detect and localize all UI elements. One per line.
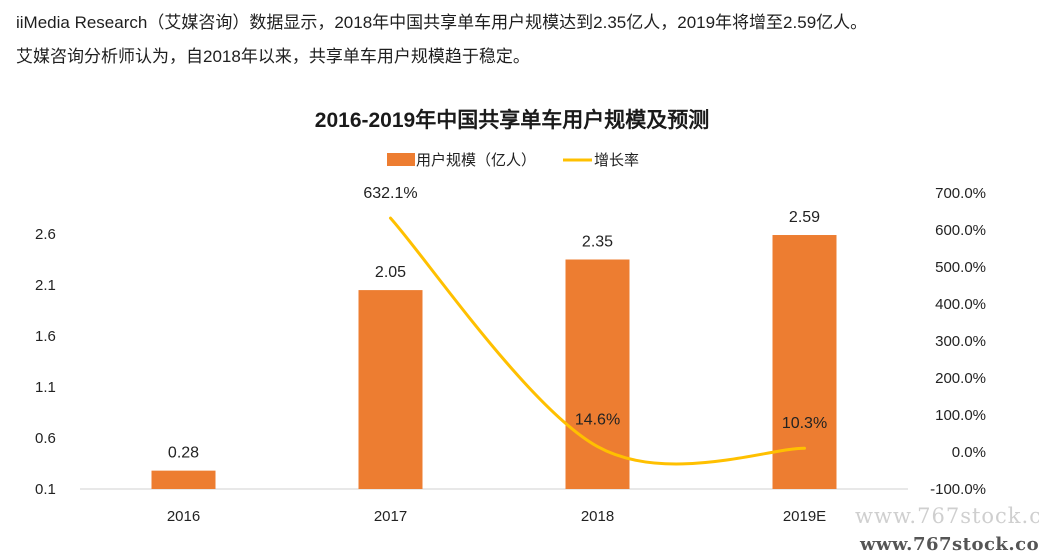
y-right-tick-label: 600.0% — [935, 222, 986, 239]
line-value-label: 14.6% — [575, 412, 620, 429]
legend-label-line: 增长率 — [594, 152, 639, 169]
x-tick-label: 2016 — [167, 508, 200, 525]
bar-value-label: 2.05 — [375, 264, 406, 281]
y-right-tick-label: 300.0% — [935, 333, 986, 350]
line-value-label: 10.3% — [782, 415, 827, 432]
y-right-tick-label: 400.0% — [935, 296, 986, 313]
bar-2018 — [565, 259, 630, 489]
y-right-tick-label: -100.0% — [930, 481, 986, 498]
bar-2019E — [772, 235, 837, 489]
y-left-tick-label: 0.1 — [35, 481, 56, 498]
article-line-1: iiMedia Research（艾媒咨询）数据显示，2018年中国共享单车用户… — [16, 13, 868, 32]
bar-2016 — [151, 470, 216, 489]
y-left-tick-label: 0.6 — [35, 430, 56, 447]
y-left-tick-label: 1.1 — [35, 379, 56, 396]
x-tick-label: 2019E — [783, 508, 826, 525]
bar-2017 — [358, 290, 423, 489]
watermark-line-2: www.767stock.com — [859, 534, 1039, 555]
y-right-tick-label: 700.0% — [935, 185, 986, 202]
growth-rate-line — [389, 216, 806, 466]
legend-label-bar: 用户规模（亿人） — [416, 152, 536, 169]
y-left-tick-label: 1.6 — [35, 328, 56, 345]
legend-swatch-bar — [387, 153, 415, 166]
y-left-tick-label: 2.1 — [35, 277, 56, 294]
x-tick-label: 2017 — [374, 508, 407, 525]
watermark-line-1: www.767stock.c — [855, 504, 1039, 528]
y-right-tick-label: 100.0% — [935, 407, 986, 424]
y-right-tick-label: 200.0% — [935, 370, 986, 387]
y-right-tick-label: 0.0% — [952, 444, 986, 461]
chart-title: 2016-2019年中国共享单车用户规模及预测 — [315, 108, 709, 132]
legend: 用户规模（亿人） 增长率 — [387, 152, 639, 169]
article-line-2: 艾媒咨询分析师认为，自2018年以来，共享单车用户规模趋于稳定。 — [16, 47, 530, 66]
bar-value-label: 2.35 — [582, 234, 613, 251]
bar-value-label: 2.59 — [789, 209, 820, 226]
y-right-tick-label: 500.0% — [935, 259, 986, 276]
line-value-label: 632.1% — [363, 185, 417, 202]
bar-value-label: 0.28 — [168, 445, 199, 462]
x-tick-label: 2018 — [581, 508, 614, 525]
y-left-tick-label: 2.6 — [35, 226, 56, 243]
